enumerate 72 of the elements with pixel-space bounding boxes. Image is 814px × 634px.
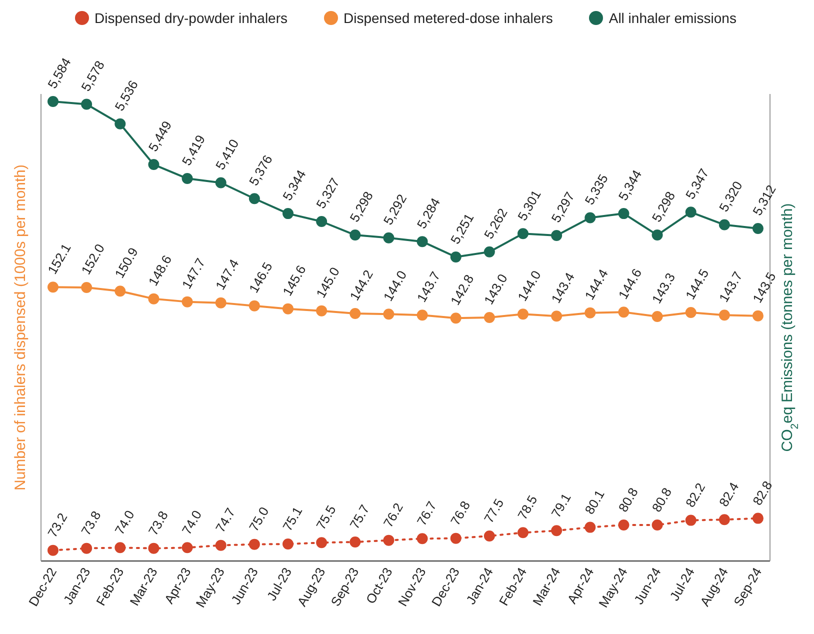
point bbox=[584, 212, 596, 224]
point bbox=[350, 230, 361, 241]
point bbox=[182, 542, 193, 554]
point bbox=[282, 538, 294, 550]
point bbox=[551, 230, 562, 241]
point bbox=[652, 230, 663, 241]
point bbox=[685, 206, 696, 218]
point bbox=[114, 118, 126, 130]
point bbox=[416, 533, 428, 544]
point bbox=[282, 208, 294, 220]
point bbox=[618, 519, 630, 530]
point bbox=[383, 232, 394, 244]
point bbox=[518, 308, 528, 320]
point bbox=[248, 193, 260, 204]
point bbox=[652, 519, 663, 530]
point bbox=[316, 216, 328, 227]
point bbox=[248, 538, 260, 550]
point bbox=[484, 312, 495, 323]
point bbox=[383, 308, 394, 320]
point bbox=[81, 542, 92, 554]
point bbox=[551, 310, 562, 322]
point bbox=[752, 222, 764, 234]
point bbox=[618, 306, 630, 318]
point bbox=[350, 536, 361, 548]
point bbox=[416, 310, 428, 321]
y-axis-title: Number of inhalers dispensed (1000s per month) bbox=[12, 164, 29, 491]
point bbox=[215, 177, 226, 188]
point bbox=[48, 96, 58, 107]
point bbox=[383, 534, 394, 546]
point bbox=[484, 246, 495, 258]
legend-label: Dispensed dry-powder inhalers bbox=[94, 10, 288, 26]
data-label: 79.1 bbox=[548, 490, 574, 520]
point bbox=[316, 305, 328, 316]
point bbox=[450, 251, 462, 262]
point bbox=[248, 300, 260, 312]
legend-label: All inhaler emissions bbox=[608, 10, 736, 26]
point bbox=[618, 208, 630, 220]
point bbox=[752, 512, 764, 524]
point bbox=[685, 514, 696, 526]
point bbox=[182, 173, 193, 184]
point bbox=[81, 282, 92, 293]
point bbox=[81, 98, 92, 110]
point bbox=[350, 308, 361, 319]
point bbox=[182, 296, 193, 308]
point bbox=[148, 293, 160, 304]
point bbox=[685, 306, 696, 318]
point bbox=[215, 297, 226, 308]
point bbox=[718, 310, 730, 321]
point bbox=[114, 542, 126, 554]
data-label: 75.1 bbox=[280, 504, 306, 534]
point bbox=[450, 532, 462, 544]
point bbox=[584, 522, 596, 533]
point bbox=[584, 307, 596, 318]
point bbox=[652, 310, 663, 322]
point bbox=[48, 544, 58, 556]
point bbox=[718, 219, 730, 230]
point bbox=[484, 530, 495, 542]
point bbox=[114, 286, 126, 297]
point bbox=[48, 282, 58, 293]
point bbox=[215, 540, 226, 551]
point bbox=[518, 228, 528, 240]
point bbox=[282, 303, 294, 314]
point bbox=[316, 537, 328, 548]
point bbox=[752, 310, 764, 322]
point bbox=[148, 542, 160, 554]
point bbox=[518, 527, 528, 538]
point bbox=[148, 159, 160, 170]
legend-label: Dispensed metered-dose inhalers bbox=[344, 10, 553, 26]
point bbox=[718, 514, 730, 526]
point bbox=[416, 236, 428, 248]
point bbox=[450, 312, 462, 324]
point bbox=[551, 525, 562, 536]
